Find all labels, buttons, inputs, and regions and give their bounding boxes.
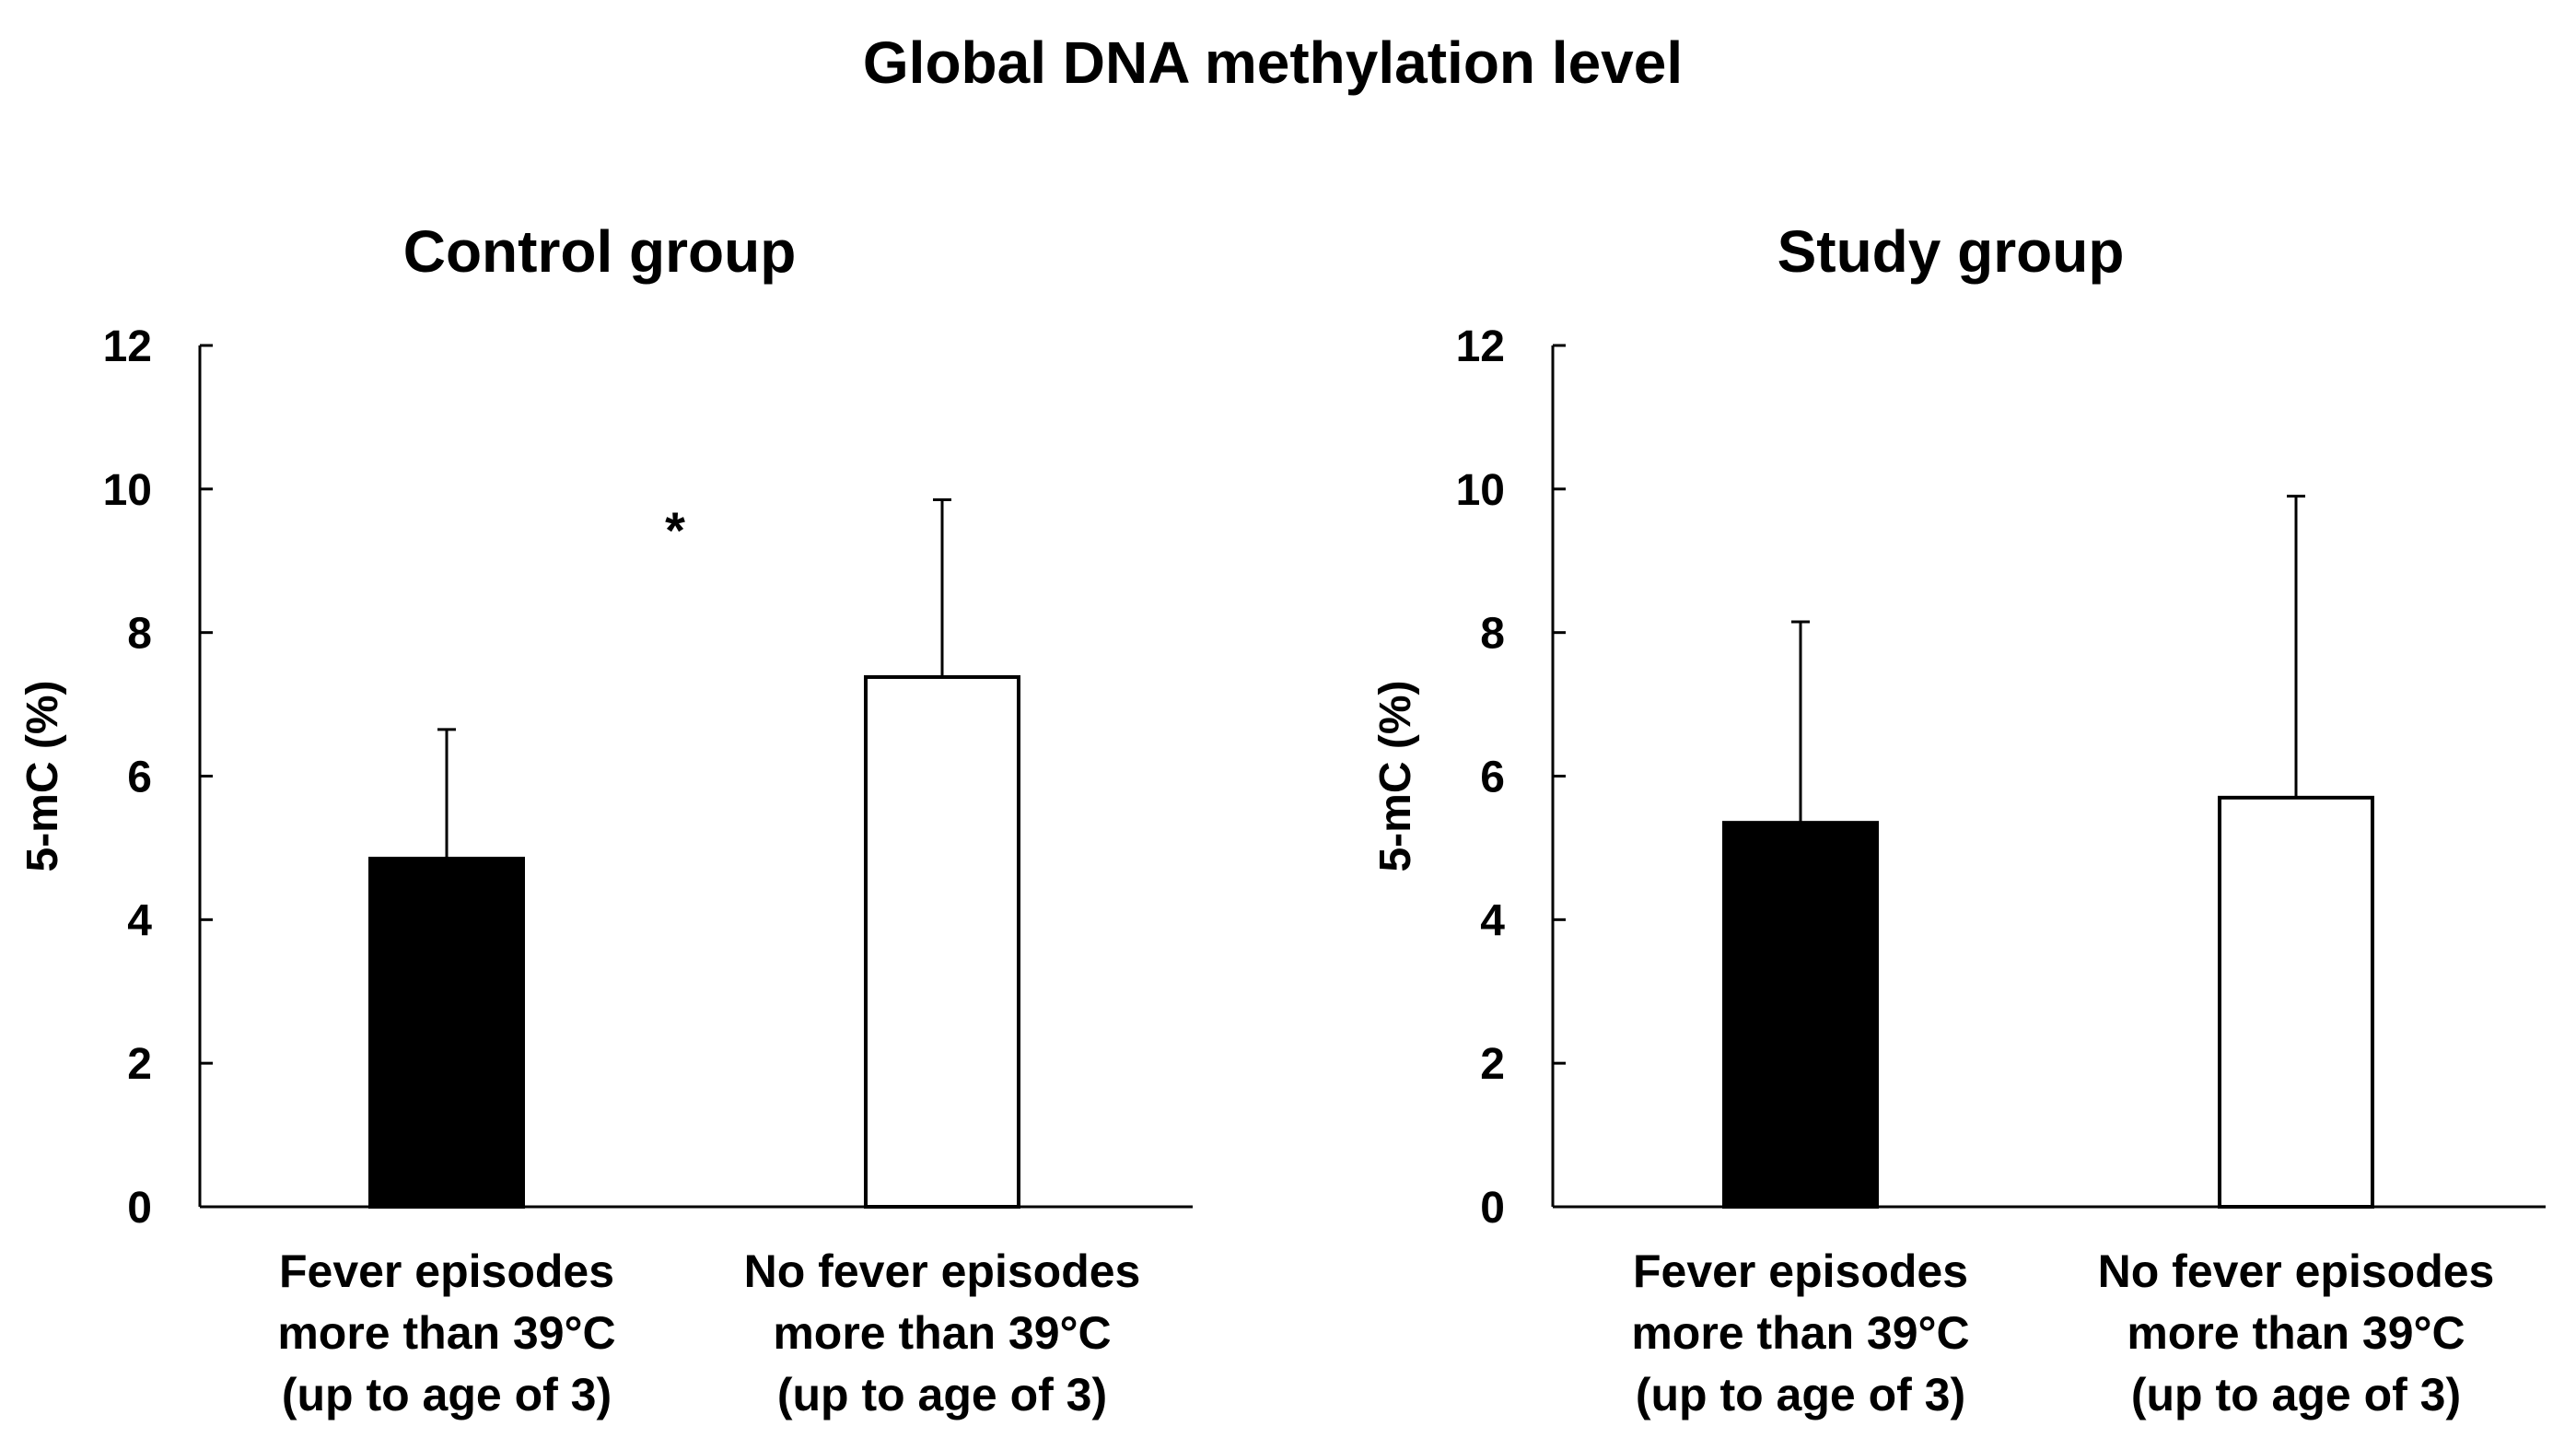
y-tick-label: 10 xyxy=(1456,466,1505,515)
bar-no-fever xyxy=(864,674,1020,1209)
bar-fever xyxy=(368,857,525,1210)
x-category-label: (up to age of 3) xyxy=(1636,1369,1965,1420)
y-tick-label: 12 xyxy=(1456,322,1505,371)
bar-fever xyxy=(1722,821,1879,1209)
y-tick-label: 8 xyxy=(1480,610,1505,659)
x-category-label: Fever episodes xyxy=(279,1245,614,1297)
significance-marker: * xyxy=(665,501,685,559)
x-category-label: more than 39°C xyxy=(1631,1307,1969,1359)
x-category-label: Fever episodes xyxy=(1633,1245,1968,1297)
x-category-label: No fever episodes xyxy=(2098,1245,2495,1297)
y-tick-label: 8 xyxy=(127,610,152,659)
y-tick-label: 4 xyxy=(127,896,152,945)
y-tick-label: 4 xyxy=(1480,896,1505,945)
y-tick-label: 0 xyxy=(127,1184,152,1233)
x-category-label: more than 39°C xyxy=(2127,1307,2465,1359)
y-axis-label: 5-mC (%) xyxy=(18,680,67,871)
y-tick-label: 6 xyxy=(1480,754,1505,802)
chart-title: Study group xyxy=(1778,218,2125,285)
x-category-label: more than 39°C xyxy=(773,1307,1111,1359)
y-tick-label: 0 xyxy=(1480,1184,1505,1233)
control-group-chart: Control group 5-mC (%) 0 2 4 6 8 10 12 Fever epis… xyxy=(18,218,1193,1420)
y-tick-label: 10 xyxy=(103,466,152,515)
y-tick-label: 2 xyxy=(127,1040,152,1089)
y-axis-label: 5-mC (%) xyxy=(1371,680,1420,871)
x-category-label: (up to age of 3) xyxy=(282,1369,612,1420)
y-tick-label: 12 xyxy=(103,322,152,371)
y-tick-label: 2 xyxy=(1480,1040,1505,1089)
study-group-chart: Study group 5-mC (%) 0 2 4 6 8 10 12 Fever episod… xyxy=(1371,218,2546,1420)
x-category-label: (up to age of 3) xyxy=(2131,1369,2461,1420)
bar-no-fever xyxy=(2218,795,2374,1209)
x-category-label: more than 39°C xyxy=(277,1307,615,1359)
y-tick-label: 6 xyxy=(127,754,152,802)
x-category-label: No fever episodes xyxy=(744,1245,1141,1297)
chart-title: Control group xyxy=(403,218,797,285)
x-category-label: (up to age of 3) xyxy=(777,1369,1107,1420)
figure-title: Global DNA methylation level xyxy=(863,29,1683,96)
